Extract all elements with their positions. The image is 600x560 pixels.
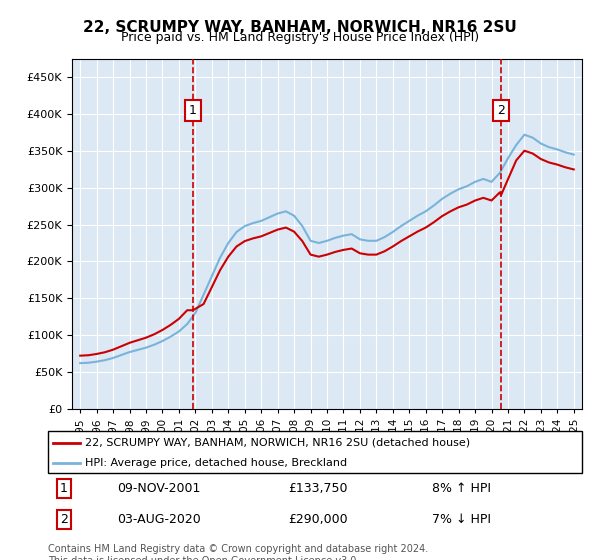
Text: 1: 1 xyxy=(60,482,68,495)
Text: 09-NOV-2001: 09-NOV-2001 xyxy=(118,482,201,495)
FancyBboxPatch shape xyxy=(48,431,582,473)
Text: 7% ↓ HPI: 7% ↓ HPI xyxy=(433,513,491,526)
Text: 8% ↑ HPI: 8% ↑ HPI xyxy=(433,482,491,495)
Text: £290,000: £290,000 xyxy=(289,513,348,526)
Text: 2: 2 xyxy=(497,104,505,117)
Text: Contains HM Land Registry data © Crown copyright and database right 2024.
This d: Contains HM Land Registry data © Crown c… xyxy=(48,544,428,560)
Text: Price paid vs. HM Land Registry's House Price Index (HPI): Price paid vs. HM Land Registry's House … xyxy=(121,31,479,44)
Text: 03-AUG-2020: 03-AUG-2020 xyxy=(118,513,201,526)
Text: HPI: Average price, detached house, Breckland: HPI: Average price, detached house, Brec… xyxy=(85,458,347,468)
Text: 1: 1 xyxy=(189,104,197,117)
Text: £133,750: £133,750 xyxy=(289,482,348,495)
Text: 22, SCRUMPY WAY, BANHAM, NORWICH, NR16 2SU (detached house): 22, SCRUMPY WAY, BANHAM, NORWICH, NR16 2… xyxy=(85,438,470,448)
Text: 2: 2 xyxy=(60,513,68,526)
Text: 22, SCRUMPY WAY, BANHAM, NORWICH, NR16 2SU: 22, SCRUMPY WAY, BANHAM, NORWICH, NR16 2… xyxy=(83,20,517,35)
